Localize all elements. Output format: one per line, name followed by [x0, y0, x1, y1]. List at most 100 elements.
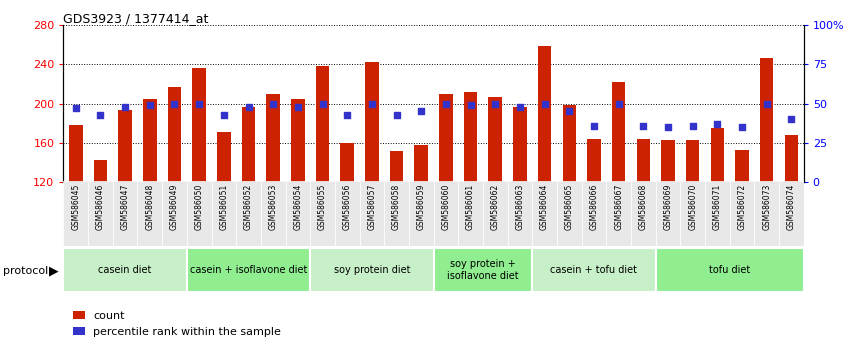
Point: [118, 104, 132, 109]
Text: GSM586052: GSM586052: [244, 184, 253, 230]
Text: casein diet: casein diet: [98, 265, 151, 275]
Bar: [433, 248, 532, 292]
Point: [168, 101, 181, 107]
Bar: [168, 87, 181, 182]
Point: [291, 104, 305, 109]
Bar: [587, 139, 601, 182]
Bar: [192, 68, 206, 182]
Text: GSM586046: GSM586046: [96, 184, 105, 230]
Bar: [118, 110, 132, 182]
Bar: [63, 181, 88, 246]
Bar: [680, 181, 705, 246]
Point: [266, 101, 280, 107]
Bar: [316, 66, 329, 182]
Bar: [384, 181, 409, 246]
Bar: [63, 248, 187, 292]
Bar: [607, 181, 631, 246]
Bar: [365, 62, 379, 182]
Text: GSM586048: GSM586048: [146, 184, 154, 230]
Bar: [242, 108, 255, 182]
Text: GSM586070: GSM586070: [688, 184, 697, 230]
Text: GSM586074: GSM586074: [787, 184, 796, 230]
Bar: [390, 151, 404, 182]
Point: [636, 123, 650, 129]
Text: GSM586065: GSM586065: [565, 184, 574, 230]
Point: [784, 116, 798, 122]
Bar: [69, 125, 83, 182]
Point: [69, 105, 83, 111]
Point: [340, 112, 354, 118]
Bar: [760, 58, 773, 182]
Bar: [735, 150, 749, 182]
Text: GSM586064: GSM586064: [540, 184, 549, 230]
Bar: [784, 135, 798, 182]
Point: [439, 101, 453, 107]
Bar: [705, 181, 729, 246]
Point: [192, 101, 206, 107]
Text: GSM586063: GSM586063: [515, 184, 525, 230]
Bar: [94, 160, 107, 182]
Bar: [656, 181, 680, 246]
Bar: [88, 181, 113, 246]
Bar: [581, 181, 607, 246]
Bar: [563, 104, 576, 182]
Text: GDS3923 / 1377414_at: GDS3923 / 1377414_at: [63, 12, 209, 25]
Point: [94, 112, 107, 118]
Point: [488, 101, 502, 107]
Text: GSM586073: GSM586073: [762, 184, 772, 230]
Point: [735, 124, 749, 130]
Text: GSM586072: GSM586072: [738, 184, 746, 230]
Point: [563, 109, 576, 114]
Bar: [340, 143, 354, 182]
Text: soy protein +
isoflavone diet: soy protein + isoflavone diet: [448, 259, 519, 281]
Point: [686, 123, 700, 129]
Text: GSM586062: GSM586062: [491, 184, 500, 230]
Bar: [310, 248, 433, 292]
Bar: [360, 181, 384, 246]
Point: [316, 101, 329, 107]
Bar: [662, 140, 675, 182]
Point: [538, 101, 552, 107]
Bar: [113, 181, 137, 246]
Point: [415, 109, 428, 114]
Bar: [538, 46, 552, 182]
Text: GSM586053: GSM586053: [269, 184, 277, 230]
Point: [662, 124, 675, 130]
Point: [464, 102, 477, 108]
Point: [365, 101, 379, 107]
Bar: [532, 181, 557, 246]
Text: casein + tofu diet: casein + tofu diet: [551, 265, 638, 275]
Bar: [409, 181, 433, 246]
Text: GSM586058: GSM586058: [392, 184, 401, 230]
Bar: [514, 108, 527, 182]
Point: [242, 104, 255, 109]
Bar: [236, 181, 261, 246]
Text: GSM586066: GSM586066: [590, 184, 598, 230]
Bar: [483, 181, 508, 246]
Text: GSM586060: GSM586060: [442, 184, 450, 230]
Text: GSM586047: GSM586047: [121, 184, 129, 230]
Bar: [711, 128, 724, 182]
Bar: [488, 97, 502, 182]
Bar: [439, 94, 453, 182]
Bar: [187, 248, 310, 292]
Legend: count, percentile rank within the sample: count, percentile rank within the sample: [69, 307, 286, 341]
Bar: [631, 181, 656, 246]
Bar: [217, 132, 231, 182]
Bar: [557, 181, 581, 246]
Bar: [162, 181, 187, 246]
Bar: [291, 99, 305, 182]
Text: protocol: protocol: [3, 266, 47, 276]
Bar: [459, 181, 483, 246]
Bar: [335, 181, 360, 246]
Text: GSM586049: GSM586049: [170, 184, 179, 230]
Point: [760, 101, 773, 107]
Text: ▶: ▶: [49, 264, 58, 277]
Text: GSM586059: GSM586059: [417, 184, 426, 230]
Bar: [729, 181, 755, 246]
Point: [587, 123, 601, 129]
Bar: [261, 181, 285, 246]
Bar: [508, 181, 532, 246]
Text: GSM586050: GSM586050: [195, 184, 204, 230]
Bar: [464, 92, 477, 182]
